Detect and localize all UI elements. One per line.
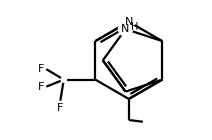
Text: N: N xyxy=(120,24,129,34)
Text: N: N xyxy=(125,17,133,27)
Text: F: F xyxy=(38,82,44,92)
Text: F: F xyxy=(38,64,44,74)
Circle shape xyxy=(119,22,132,36)
Text: H: H xyxy=(131,22,138,32)
Circle shape xyxy=(61,77,66,82)
Circle shape xyxy=(123,16,135,28)
Text: F: F xyxy=(57,103,63,113)
